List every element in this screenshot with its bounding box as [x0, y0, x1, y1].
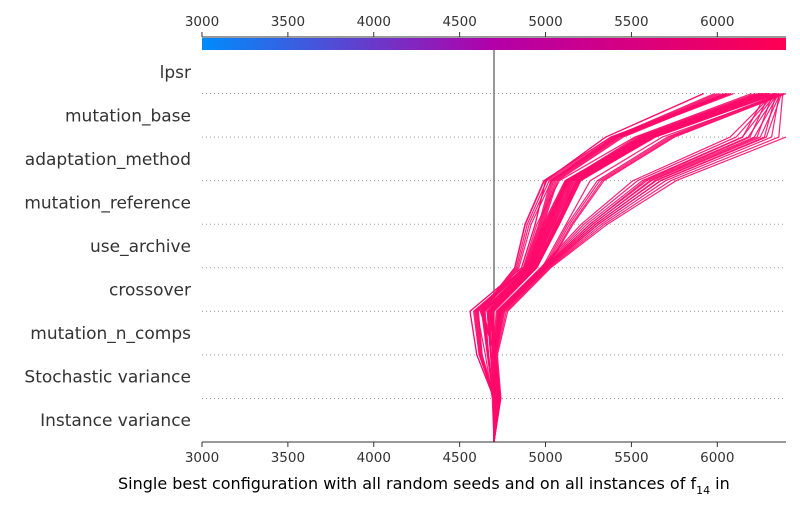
tick-label: 3500 [271, 450, 305, 466]
tick-label: 5000 [528, 450, 562, 466]
feature-label: mutation_reference [24, 193, 191, 213]
decision-line [477, 93, 730, 443]
x-axis-label-main: Single best configuration with all rando… [118, 474, 696, 493]
top-axis: 3000 3500 4000 4500 5000 5500 6000 [185, 14, 786, 38]
feature-label: Stochastic variance [24, 368, 191, 388]
tick-label: 3000 [185, 14, 219, 30]
tick-label: 4500 [442, 14, 476, 30]
decision-line [488, 93, 756, 443]
x-axis-label-suffix: in [710, 474, 730, 493]
feature-label: adaptation_method [25, 150, 191, 170]
feature-label: crossover [109, 281, 191, 301]
feature-labels: lpsr mutation_base adaptation_methodmutati… [24, 63, 191, 431]
feature-label: use_archive [90, 237, 191, 257]
tick-label: 3000 [185, 450, 219, 466]
tick-label: 4500 [442, 450, 476, 466]
decision-line [491, 93, 767, 443]
x-axis-label-subscript: 14 [696, 484, 710, 497]
colorbar [202, 38, 786, 50]
feature-label: lpsr [160, 63, 191, 83]
tick-label: 5500 [614, 450, 648, 466]
feature-label: mutation_n_comps [30, 324, 191, 344]
decision-line [469, 93, 704, 442]
feature-label: Instance variance [40, 411, 191, 431]
tick-label: 4000 [357, 450, 391, 466]
tick-label: 5000 [528, 14, 562, 30]
decision-line [493, 93, 783, 443]
tick-label: 4000 [357, 14, 391, 30]
decision-lines [469, 93, 787, 443]
tick-label: 6000 [700, 14, 734, 30]
tick-label: 5500 [614, 14, 648, 30]
bottom-axis: 3000 3500 4000 4500 5000 5500 6000 [185, 441, 786, 466]
decision-line [482, 93, 734, 443]
tick-label: 6000 [700, 450, 734, 466]
feature-label: mutation_base [65, 106, 191, 126]
tick-label: 3500 [271, 14, 305, 30]
x-axis-label: Single best configuration with all rando… [118, 474, 730, 497]
